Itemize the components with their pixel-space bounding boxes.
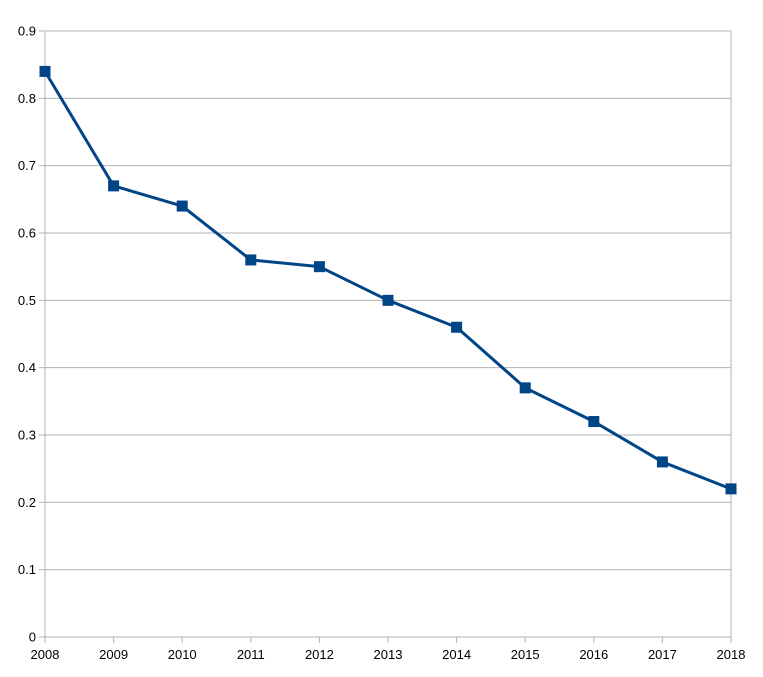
data-point-marker <box>39 65 51 77</box>
x-tick-label: 2011 <box>237 647 265 662</box>
data-point-marker <box>245 254 257 266</box>
data-point-marker <box>656 456 668 468</box>
x-tick-label: 2012 <box>305 647 334 662</box>
data-point-marker <box>382 294 394 306</box>
x-tick-label: 2008 <box>31 647 60 662</box>
y-tick-label: 0.2 <box>18 495 36 510</box>
marker-layer <box>39 65 737 495</box>
data-point-marker <box>725 483 737 495</box>
x-tick-label: 2016 <box>579 647 608 662</box>
x-tick-label: 2015 <box>511 647 540 662</box>
y-tick-label: 0 <box>29 630 36 645</box>
x-tick-label: 2013 <box>374 647 403 662</box>
data-point-marker <box>519 382 531 394</box>
data-point-marker <box>451 321 463 333</box>
y-tick-label: 0.7 <box>18 158 36 173</box>
y-tick-label: 0.5 <box>18 293 36 308</box>
data-point-marker <box>588 416 600 428</box>
data-point-marker <box>108 180 120 192</box>
data-point-marker <box>313 261 325 273</box>
y-tick-label: 0.1 <box>18 562 36 577</box>
y-tick-label: 0.6 <box>18 226 36 241</box>
x-tick-label: 2018 <box>717 647 746 662</box>
y-tick-label: 0.4 <box>18 360 36 375</box>
series-line <box>43 70 732 491</box>
data-point-marker <box>176 200 188 212</box>
series-layer <box>43 70 732 491</box>
y-tick-label: 0.8 <box>18 91 36 106</box>
x-tick-label: 2010 <box>168 647 197 662</box>
x-tick-label: 2009 <box>99 647 128 662</box>
y-tick-label: 0.9 <box>18 24 36 39</box>
x-tick-label: 2014 <box>442 647 471 662</box>
y-tick-label: 0.3 <box>18 428 36 443</box>
axis-layer: 0 0.1 0.2 0.3 0.4 0.5 0.6 0.7 0.8 0.9 2008 2009 2010… <box>18 24 746 663</box>
x-tick-label: 2017 <box>648 647 677 662</box>
